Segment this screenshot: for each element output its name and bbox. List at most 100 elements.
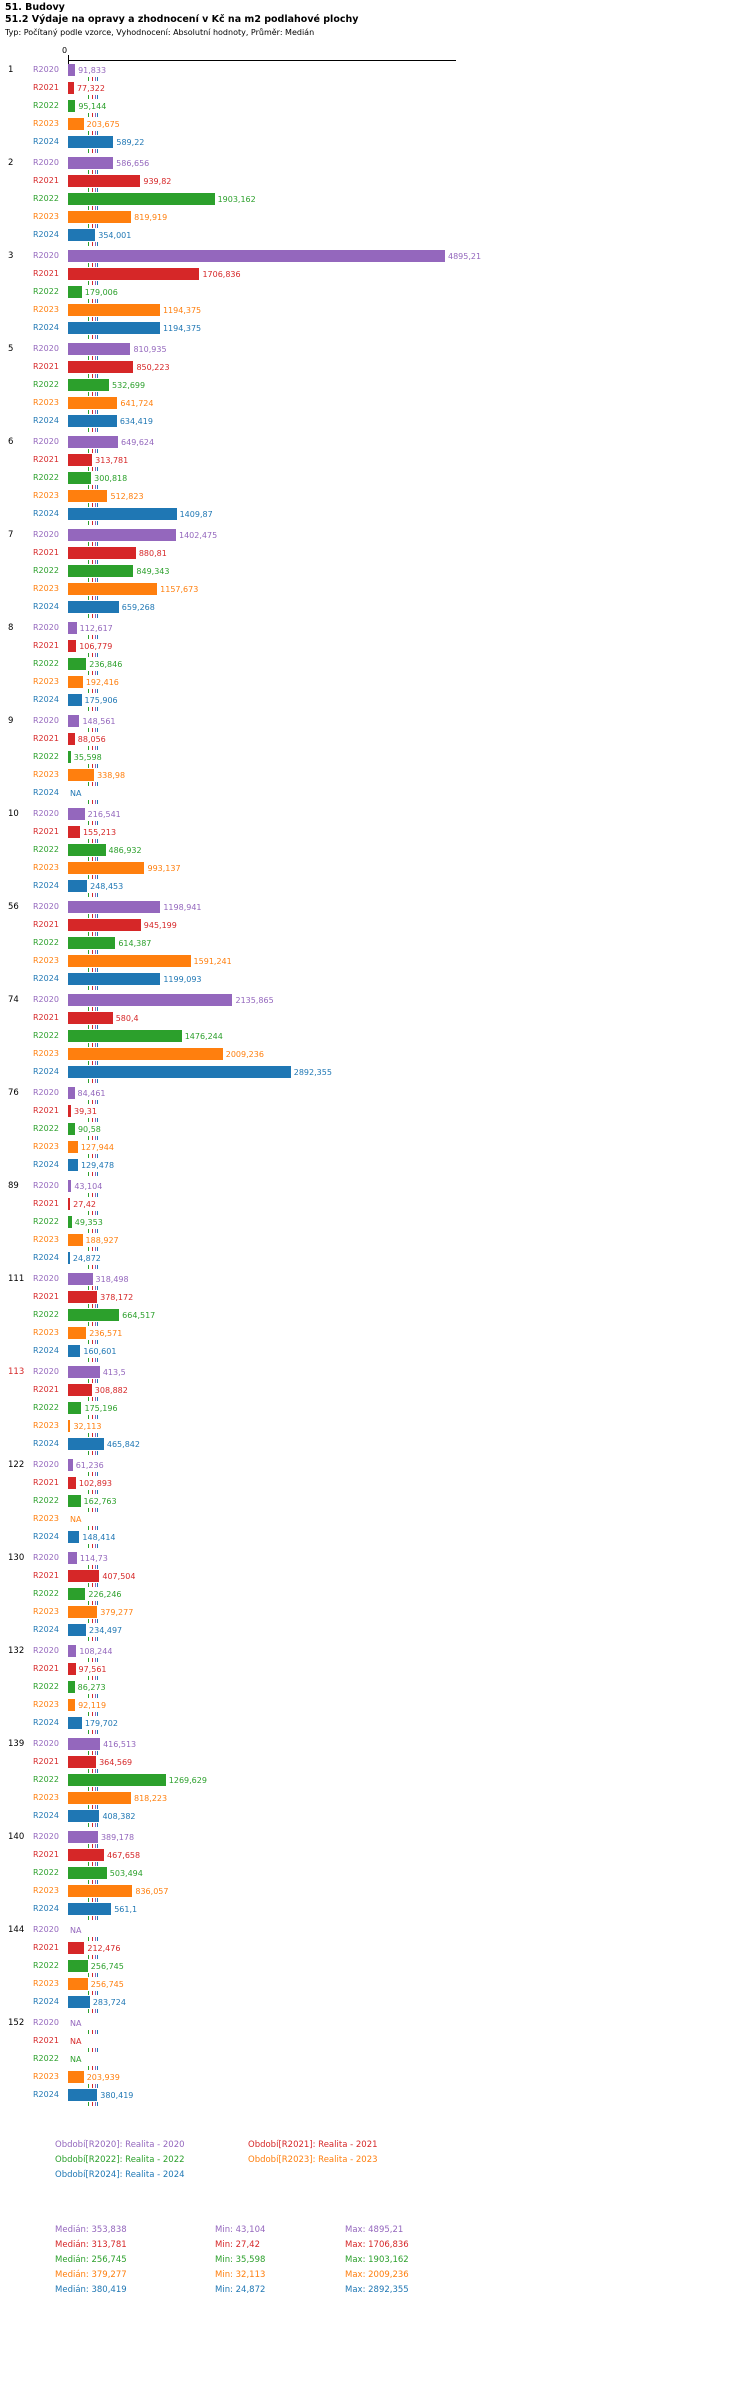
median-tick bbox=[87, 263, 89, 267]
median-tick bbox=[95, 707, 97, 711]
bar-row: R2023 818,223 bbox=[0, 1791, 750, 1809]
median-tick bbox=[97, 1769, 99, 1773]
year-label: R2021 bbox=[33, 455, 59, 464]
median-tick bbox=[87, 374, 89, 378]
median-tick bbox=[97, 449, 99, 453]
year-label: R2023 bbox=[33, 491, 59, 500]
bar-row: R2021 580,4 bbox=[0, 1011, 750, 1029]
median-tick bbox=[87, 950, 89, 954]
median-tick bbox=[97, 1379, 99, 1383]
median-tick bbox=[97, 707, 99, 711]
median-tick bbox=[97, 1637, 99, 1641]
median-tick bbox=[95, 428, 97, 432]
value-label: 212,476 bbox=[87, 1944, 121, 1953]
median-tick bbox=[87, 875, 89, 879]
value-label: 90,58 bbox=[77, 1125, 101, 1134]
bar-row: R2022 179,006 bbox=[0, 285, 750, 303]
median-tick bbox=[97, 596, 99, 600]
value-label: 91,833 bbox=[78, 66, 107, 75]
median-tick bbox=[97, 263, 99, 267]
year-label: R2021 bbox=[33, 827, 59, 836]
median-tick bbox=[92, 1043, 94, 1047]
value-label: 148,561 bbox=[82, 717, 116, 726]
bar-row: R2021 939,82 bbox=[0, 174, 750, 192]
value-label: 160,601 bbox=[83, 1347, 117, 1356]
year-label: R2021 bbox=[33, 83, 59, 92]
bar-row: R2021 850,223 bbox=[0, 360, 750, 378]
value-label: 416,513 bbox=[103, 1740, 137, 1749]
median-tick bbox=[92, 1007, 94, 1011]
median-tick bbox=[92, 596, 94, 600]
bar-row: R2022 503,494 bbox=[0, 1866, 750, 1884]
median-tick bbox=[97, 1415, 99, 1419]
value-label: 338,98 bbox=[97, 771, 126, 780]
value-bar bbox=[68, 1234, 83, 1246]
value-bar bbox=[68, 157, 114, 169]
median-tick bbox=[95, 2048, 97, 2052]
median-tick bbox=[87, 485, 89, 489]
median-tick bbox=[87, 428, 89, 432]
median-tick bbox=[97, 1136, 99, 1140]
value-label: 1199,093 bbox=[163, 975, 202, 984]
median-tick bbox=[92, 374, 94, 378]
bar-row: R2022 NA bbox=[0, 2052, 750, 2070]
year-label: R2020 bbox=[33, 530, 59, 539]
median-tick bbox=[97, 1844, 99, 1848]
value-label: 993,137 bbox=[147, 864, 181, 873]
median-tick bbox=[92, 242, 94, 246]
bar-row: R2023 92,119 bbox=[0, 1698, 750, 1716]
year-label: R2021 bbox=[33, 1757, 59, 1766]
value-bar bbox=[68, 1645, 77, 1657]
year-label: R2022 bbox=[33, 194, 59, 203]
median-tick bbox=[95, 281, 97, 285]
group-id-label: 74 bbox=[8, 995, 19, 1005]
stat-min: Min: 32,113 bbox=[215, 2270, 266, 2280]
median-tick bbox=[97, 875, 99, 879]
median-tick bbox=[97, 1937, 99, 1941]
median-tick bbox=[87, 893, 89, 897]
median-tick bbox=[97, 1880, 99, 1884]
stat-max: Max: 1903,162 bbox=[345, 2255, 409, 2265]
bar-row: R2021 39,31 bbox=[0, 1104, 750, 1122]
bar-row: R2023 188,927 bbox=[0, 1233, 750, 1251]
value-label: 108,244 bbox=[79, 1647, 113, 1656]
median-tick bbox=[87, 1118, 89, 1122]
median-tick bbox=[97, 1508, 99, 1512]
value-label: 378,172 bbox=[100, 1293, 134, 1302]
median-tick bbox=[97, 1265, 99, 1269]
value-label: 389,178 bbox=[100, 1833, 135, 1842]
bar-row: R2020 413,5 bbox=[0, 1365, 750, 1383]
median-tick bbox=[92, 2048, 94, 2052]
bar-group: 10 R2020 216,541 R2021 155,213 R2022 486,932 R2… bbox=[0, 807, 750, 897]
median-tick bbox=[92, 1136, 94, 1140]
median-tick bbox=[95, 1154, 97, 1158]
value-bar bbox=[68, 1996, 90, 2008]
median-tick bbox=[95, 1751, 97, 1755]
year-label: R2023 bbox=[33, 212, 59, 221]
value-label: NA bbox=[70, 2055, 82, 2064]
median-tick bbox=[87, 1433, 89, 1437]
median-tick bbox=[97, 1583, 99, 1587]
median-tick bbox=[87, 1322, 89, 1326]
year-label: R2021 bbox=[33, 1850, 59, 1859]
median-tick bbox=[97, 1823, 99, 1827]
median-tick bbox=[92, 1358, 94, 1362]
value-bar bbox=[68, 304, 160, 316]
median-tick bbox=[87, 596, 89, 600]
year-label: R2020 bbox=[33, 1088, 59, 1097]
median-tick bbox=[95, 1229, 97, 1233]
median-tick bbox=[92, 560, 94, 564]
median-tick bbox=[97, 1916, 99, 1920]
median-tick bbox=[95, 2102, 97, 2106]
median-tick bbox=[92, 149, 94, 153]
median-tick bbox=[92, 131, 94, 135]
bar-row: R2020 1402,475 bbox=[0, 528, 750, 546]
value-bar bbox=[68, 1531, 80, 1543]
value-label: 175,906 bbox=[84, 696, 118, 705]
value-label: 649,624 bbox=[121, 438, 155, 447]
value-bar bbox=[68, 1849, 105, 1861]
median-tick bbox=[97, 1898, 99, 1902]
bar-row: R2022 95,144 bbox=[0, 99, 750, 117]
value-bar bbox=[68, 397, 118, 409]
year-label: R2023 bbox=[33, 863, 59, 872]
